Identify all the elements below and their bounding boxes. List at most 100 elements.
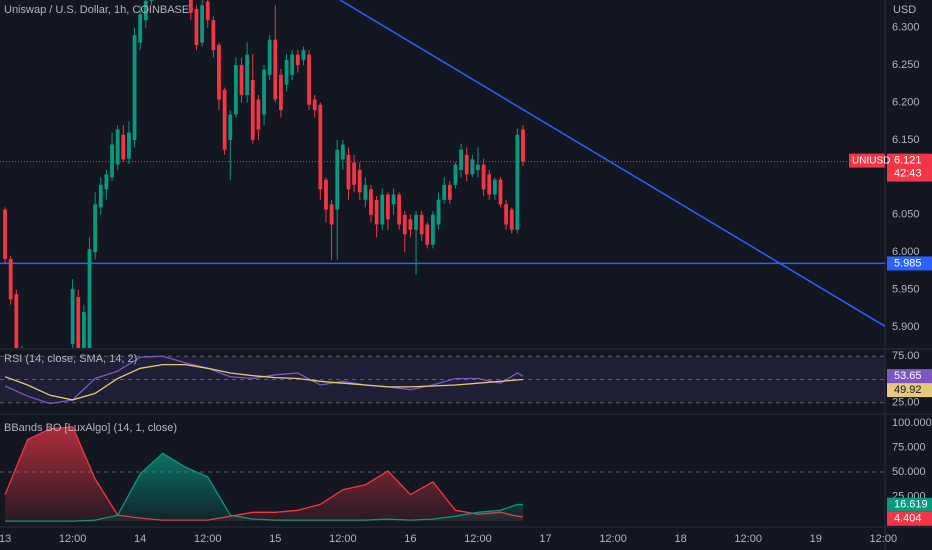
candle-body xyxy=(318,104,323,190)
candle-body xyxy=(228,114,233,140)
y-tick-label: 6.250 xyxy=(892,59,920,71)
x-tick-label: 14 xyxy=(134,533,146,545)
value-badge xyxy=(887,383,932,398)
candle-body xyxy=(324,179,328,210)
candle-body xyxy=(211,20,216,51)
candle-body xyxy=(262,69,266,115)
series-line xyxy=(4,426,524,521)
candle-body xyxy=(414,214,418,230)
y-tick-label: 5.950 xyxy=(892,284,920,296)
x-tick-label: 19 xyxy=(810,533,822,545)
candle-body xyxy=(76,297,81,348)
series-line xyxy=(4,355,524,405)
candle-body xyxy=(200,5,205,43)
countdown-label: 42:43 xyxy=(894,168,922,180)
x-tick-label: 12:00 xyxy=(194,533,222,545)
candle-body xyxy=(284,59,289,85)
candle-body xyxy=(397,194,402,225)
candle-body xyxy=(307,54,311,105)
candle-body xyxy=(8,258,13,300)
x-tick-label: 12:00 xyxy=(464,533,492,545)
candle-body xyxy=(93,204,98,253)
series-line xyxy=(4,363,524,401)
y-tick-label: 6.200 xyxy=(892,96,920,108)
trend-line xyxy=(339,0,885,327)
x-tick-label: 15 xyxy=(269,533,281,545)
candle-body xyxy=(239,65,244,96)
x-tick-label: 17 xyxy=(539,533,551,545)
candle-body xyxy=(447,184,452,200)
candle-body xyxy=(385,194,390,220)
candle-body xyxy=(250,80,255,140)
candle-body xyxy=(509,209,514,230)
pane xyxy=(0,426,885,522)
candle-body xyxy=(431,214,435,245)
last-price-label: 6.121 xyxy=(894,155,922,167)
candle-body xyxy=(459,149,463,170)
candle-body xyxy=(402,214,407,235)
candle-body xyxy=(363,184,368,200)
x-tick-label: 16 xyxy=(404,533,416,545)
candle-body xyxy=(121,134,126,160)
y-tick-label: 6.150 xyxy=(892,134,920,146)
candle-body xyxy=(515,134,520,230)
y-tick-label: 50.000 xyxy=(892,466,926,478)
area-fill xyxy=(5,453,524,522)
y-tick-label: 6.300 xyxy=(892,22,920,34)
candle-body xyxy=(329,204,334,225)
candle-body xyxy=(521,129,525,162)
bb-title: BBands BO [LuxAlgo] (14, 1, close) xyxy=(4,422,177,434)
candle-body xyxy=(188,0,193,13)
pane xyxy=(0,0,885,348)
value-label: 49.92 xyxy=(894,384,922,396)
candle-body xyxy=(481,164,486,190)
candle-body xyxy=(476,164,480,170)
candle-body xyxy=(487,174,492,195)
candle-body xyxy=(374,199,379,225)
candle-body xyxy=(194,8,199,45)
candle-body xyxy=(110,144,114,178)
hline-badge xyxy=(887,256,932,271)
candle-body xyxy=(453,164,458,185)
candle-body xyxy=(380,194,385,225)
y-tick-label: 75.000 xyxy=(892,441,926,453)
candle-body xyxy=(408,219,413,230)
candle-body xyxy=(279,74,283,111)
candle-body xyxy=(436,199,441,225)
candle-body xyxy=(222,89,227,150)
candle-body xyxy=(14,294,19,348)
y-tick-label: 75.00 xyxy=(892,350,920,362)
symbol-badge xyxy=(849,153,885,168)
price-badge xyxy=(887,153,932,182)
value-badge xyxy=(887,511,932,526)
area-fill xyxy=(5,426,524,522)
series-line xyxy=(5,452,524,522)
candle-body xyxy=(369,189,373,215)
candle-body xyxy=(233,65,238,115)
candle-body xyxy=(346,154,351,190)
candle-body xyxy=(340,144,345,160)
currency-label: USD xyxy=(893,4,916,16)
candle-body xyxy=(335,149,340,210)
candle-body xyxy=(464,154,469,175)
candle-body xyxy=(70,288,75,345)
candle-body xyxy=(245,54,250,96)
candle-body xyxy=(470,159,475,175)
candle-body xyxy=(149,0,154,1)
candle-body xyxy=(425,224,430,245)
value-label: 53.65 xyxy=(894,370,922,382)
candle-body xyxy=(127,132,131,159)
candle-body xyxy=(312,99,317,111)
pane xyxy=(0,355,885,405)
value-badge xyxy=(887,497,932,512)
candle-body xyxy=(81,312,86,348)
candle-body xyxy=(267,39,272,75)
x-tick-label: 12:00 xyxy=(599,533,627,545)
chart-title: Uniswap / U.S. Dollar, 1h, COINBASE xyxy=(4,4,189,16)
candle-body xyxy=(273,39,278,100)
x-tick-label: 12:00 xyxy=(329,533,357,545)
x-tick-label: 18 xyxy=(675,533,687,545)
